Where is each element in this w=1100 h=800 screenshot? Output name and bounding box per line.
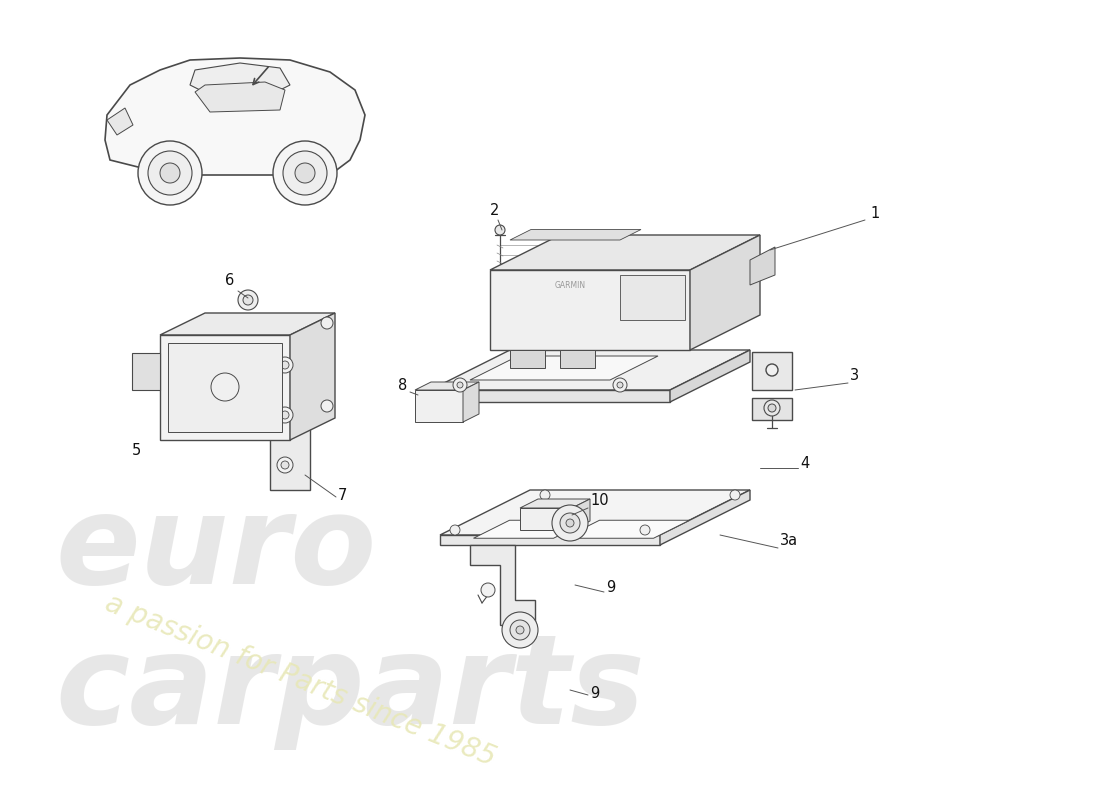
Polygon shape bbox=[473, 520, 590, 538]
Text: 9: 9 bbox=[606, 580, 615, 595]
Polygon shape bbox=[520, 508, 572, 530]
Text: 6: 6 bbox=[226, 273, 234, 288]
Circle shape bbox=[277, 407, 293, 423]
Text: 3: 3 bbox=[850, 368, 859, 383]
Polygon shape bbox=[160, 313, 336, 335]
Circle shape bbox=[768, 404, 776, 412]
Text: 10: 10 bbox=[590, 493, 608, 508]
Circle shape bbox=[640, 525, 650, 535]
Polygon shape bbox=[430, 350, 750, 390]
Polygon shape bbox=[415, 382, 478, 390]
Polygon shape bbox=[463, 382, 478, 422]
Polygon shape bbox=[470, 545, 535, 625]
Circle shape bbox=[280, 461, 289, 469]
Polygon shape bbox=[440, 535, 660, 545]
Polygon shape bbox=[104, 58, 365, 175]
Polygon shape bbox=[290, 313, 336, 440]
Polygon shape bbox=[265, 340, 310, 490]
Polygon shape bbox=[660, 490, 750, 545]
Polygon shape bbox=[520, 499, 590, 508]
Polygon shape bbox=[620, 275, 685, 320]
Circle shape bbox=[295, 163, 315, 183]
Text: 7: 7 bbox=[338, 488, 348, 503]
Text: GARMIN: GARMIN bbox=[554, 281, 585, 290]
Circle shape bbox=[277, 357, 293, 373]
Circle shape bbox=[453, 378, 468, 392]
Polygon shape bbox=[440, 490, 750, 535]
Circle shape bbox=[764, 400, 780, 416]
Text: 8: 8 bbox=[398, 378, 407, 393]
Circle shape bbox=[516, 626, 524, 634]
Text: 9: 9 bbox=[590, 686, 600, 701]
Polygon shape bbox=[168, 343, 282, 432]
Circle shape bbox=[211, 373, 239, 401]
Circle shape bbox=[243, 295, 253, 305]
Circle shape bbox=[566, 519, 574, 527]
Circle shape bbox=[730, 490, 740, 500]
Polygon shape bbox=[670, 350, 750, 402]
Polygon shape bbox=[752, 398, 792, 420]
Polygon shape bbox=[490, 270, 690, 350]
Text: 4: 4 bbox=[800, 456, 810, 471]
Circle shape bbox=[613, 378, 627, 392]
Circle shape bbox=[238, 290, 258, 310]
Circle shape bbox=[450, 525, 460, 535]
Polygon shape bbox=[560, 350, 595, 368]
Circle shape bbox=[280, 361, 289, 369]
Polygon shape bbox=[470, 356, 658, 380]
Circle shape bbox=[277, 457, 293, 473]
Text: 2: 2 bbox=[490, 203, 499, 218]
Text: 3a: 3a bbox=[780, 533, 799, 548]
Polygon shape bbox=[160, 335, 290, 440]
Circle shape bbox=[510, 620, 530, 640]
Polygon shape bbox=[510, 350, 544, 368]
Polygon shape bbox=[430, 390, 670, 402]
Circle shape bbox=[560, 513, 580, 533]
Polygon shape bbox=[752, 352, 792, 390]
Circle shape bbox=[495, 225, 505, 235]
Polygon shape bbox=[563, 520, 690, 538]
Polygon shape bbox=[190, 63, 290, 95]
Polygon shape bbox=[572, 499, 590, 530]
Circle shape bbox=[273, 141, 337, 205]
Circle shape bbox=[148, 151, 192, 195]
Circle shape bbox=[321, 400, 333, 412]
Circle shape bbox=[321, 317, 333, 329]
Circle shape bbox=[502, 612, 538, 648]
Circle shape bbox=[160, 163, 180, 183]
Circle shape bbox=[481, 583, 495, 597]
Polygon shape bbox=[415, 390, 463, 422]
Circle shape bbox=[617, 382, 623, 388]
Circle shape bbox=[540, 490, 550, 500]
Polygon shape bbox=[690, 235, 760, 350]
Circle shape bbox=[766, 364, 778, 376]
Circle shape bbox=[552, 505, 589, 541]
Circle shape bbox=[456, 382, 463, 388]
Circle shape bbox=[138, 141, 202, 205]
Text: a passion for Parts since 1985: a passion for Parts since 1985 bbox=[100, 589, 499, 771]
Polygon shape bbox=[490, 235, 760, 270]
Text: 1: 1 bbox=[870, 206, 879, 221]
Polygon shape bbox=[510, 230, 641, 240]
Polygon shape bbox=[107, 108, 133, 135]
Circle shape bbox=[283, 151, 327, 195]
Circle shape bbox=[280, 411, 289, 419]
Text: euro
carparts: euro carparts bbox=[55, 489, 645, 750]
Polygon shape bbox=[132, 353, 160, 390]
Polygon shape bbox=[750, 247, 776, 285]
Text: 5: 5 bbox=[132, 443, 141, 458]
Polygon shape bbox=[195, 82, 285, 112]
